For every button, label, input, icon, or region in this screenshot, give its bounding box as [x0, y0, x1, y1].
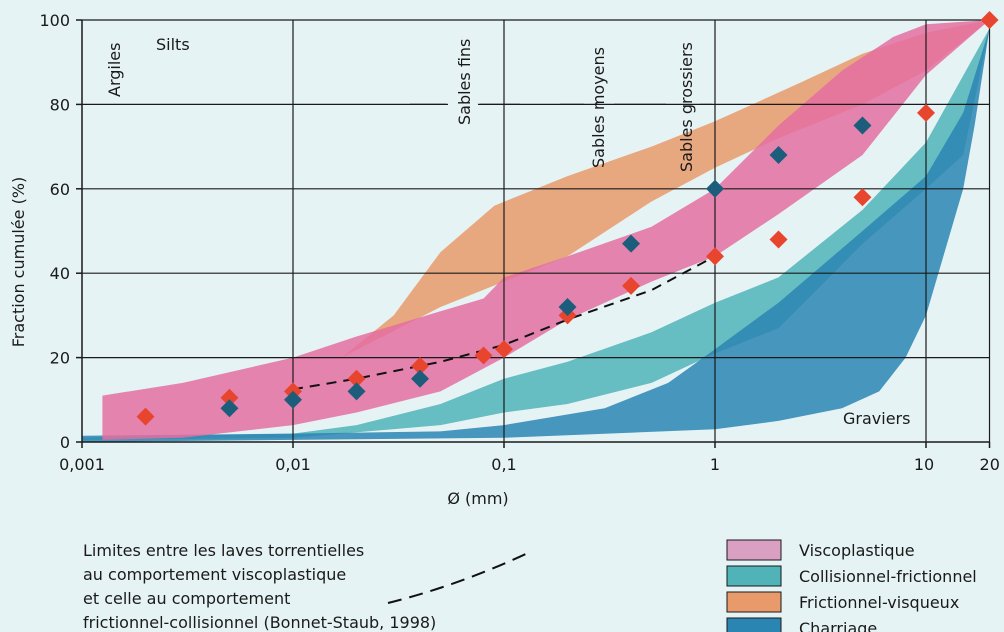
legend-swatch — [726, 591, 782, 613]
y-tick-label: 20 — [50, 349, 70, 368]
red-diamond-marker — [853, 188, 872, 207]
annotation-dash-sample — [387, 551, 531, 604]
zone-label-graviers: Graviers — [843, 409, 910, 428]
zone-label-silts: Silts — [156, 35, 190, 54]
blue-diamond-marker — [284, 390, 302, 409]
blue-diamond-marker — [706, 179, 724, 198]
blue-diamond-marker — [220, 399, 239, 418]
zone-label-sables-fins: Sables fins — [455, 39, 474, 125]
zone-label-argiles: Argiles — [105, 43, 124, 97]
legend-swatch — [726, 617, 782, 632]
band-charriage — [82, 28, 990, 443]
blue-diamond-marker — [411, 369, 430, 388]
y-tick-label: 80 — [50, 95, 70, 114]
marker-layer — [136, 11, 999, 426]
annotation: Limites entre les laves torrentielles au … — [83, 541, 531, 632]
red-diamond-marker — [706, 247, 724, 266]
blue-diamond-marker — [347, 382, 366, 401]
red-diamond-marker — [769, 230, 788, 249]
blue-diamond-marker — [558, 297, 577, 316]
red-diamond-marker — [347, 369, 366, 388]
zone-label-sables-moyens: Sables moyens — [589, 47, 608, 168]
y-tick-label: 100 — [39, 11, 70, 30]
band-layer — [82, 20, 990, 443]
blue-diamond-marker — [853, 116, 872, 135]
annotation-line: et celle au comportement — [83, 589, 290, 608]
red-diamond-marker — [411, 357, 430, 376]
red-diamond-marker — [980, 11, 999, 29]
legend-swatch — [726, 539, 782, 561]
y-tick-label: 0 — [60, 433, 70, 452]
legend-entry-label: Frictionnel-visqueux — [799, 593, 959, 612]
y-tick-label: 40 — [50, 264, 70, 283]
red-diamond-marker — [474, 346, 493, 365]
legend-swatch — [726, 565, 782, 587]
legend-entry-label: Charriage — [799, 619, 877, 632]
x-axis-title: Ø (mm) — [447, 489, 508, 508]
y-axis-title: Fraction cumulée (%) — [9, 177, 28, 348]
zone-label-sables-grossiers: Sables grossiers — [677, 42, 696, 172]
band-viscoplastique — [102, 20, 990, 440]
size-class-layer: Argiles Silts Sables fins Sables moyens Sabl… — [105, 26, 910, 428]
annotation-line: frictionnel-collisionnel (Bonnet-Staub, … — [83, 613, 436, 632]
red-diamond-marker — [136, 407, 155, 426]
grid-layer — [82, 19, 991, 442]
x-tick-label: 20 — [980, 455, 1000, 474]
red-diamond-marker — [622, 276, 641, 295]
x-tick-label: 0,01 — [275, 455, 311, 474]
legend-entry-label: Viscoplastique — [799, 541, 915, 560]
axes-layer: 0 20 40 60 80 100 0,001 0,01 0,1 1 10 20 Ø (mm) Fract… — [9, 11, 1000, 508]
red-diamond-marker — [917, 103, 935, 122]
x-tick-label: 1 — [710, 455, 720, 474]
x-tick-label: 10 — [914, 455, 934, 474]
x-tick-label: 0,001 — [59, 455, 105, 474]
red-diamond-marker — [220, 388, 239, 407]
annotation-line: au comportement viscoplastique — [83, 565, 346, 584]
legend: Viscoplastique Collisionnel-frictionnel Fr… — [726, 539, 977, 632]
blue-diamond-marker — [769, 146, 788, 165]
legend-entry-label: Collisionnel-frictionnel — [799, 567, 977, 586]
blue-diamond-marker — [622, 234, 641, 253]
y-tick-label: 60 — [50, 180, 70, 199]
zone-label-bg — [448, 26, 478, 134]
x-tick-label: 0,1 — [491, 455, 516, 474]
red-diamond-marker — [495, 340, 513, 359]
annotation-line: Limites entre les laves torrentielles — [83, 541, 364, 560]
